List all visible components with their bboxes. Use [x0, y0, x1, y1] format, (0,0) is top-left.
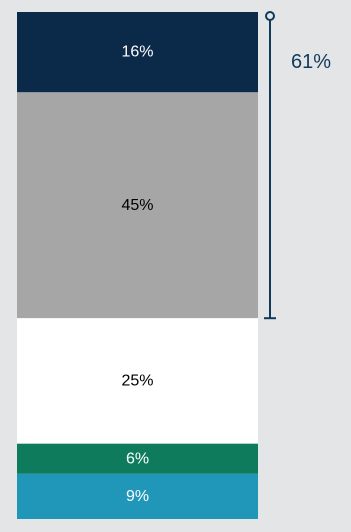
bracket-top-marker: [265, 11, 275, 21]
bracket-annotation: 61%: [264, 11, 331, 320]
bar-segment-label-0: 16%: [121, 44, 153, 61]
bar-segment-1: [17, 92, 258, 319]
bar-segment-label-3: 6%: [126, 450, 149, 467]
bar-segment-label-4: 9%: [126, 488, 149, 505]
bar-segment-4: [17, 473, 258, 519]
bar-segment-3: [17, 443, 258, 474]
bracket-label: 61%: [291, 51, 331, 73]
bar-segment-label-2: 25%: [121, 372, 153, 389]
bar-stack: 16% 45% 25% 6% 9%: [17, 12, 258, 519]
bar-segment-label-1: 45%: [121, 197, 153, 214]
bar-segment-2: [17, 318, 258, 444]
bar-segment-0: [17, 12, 258, 93]
